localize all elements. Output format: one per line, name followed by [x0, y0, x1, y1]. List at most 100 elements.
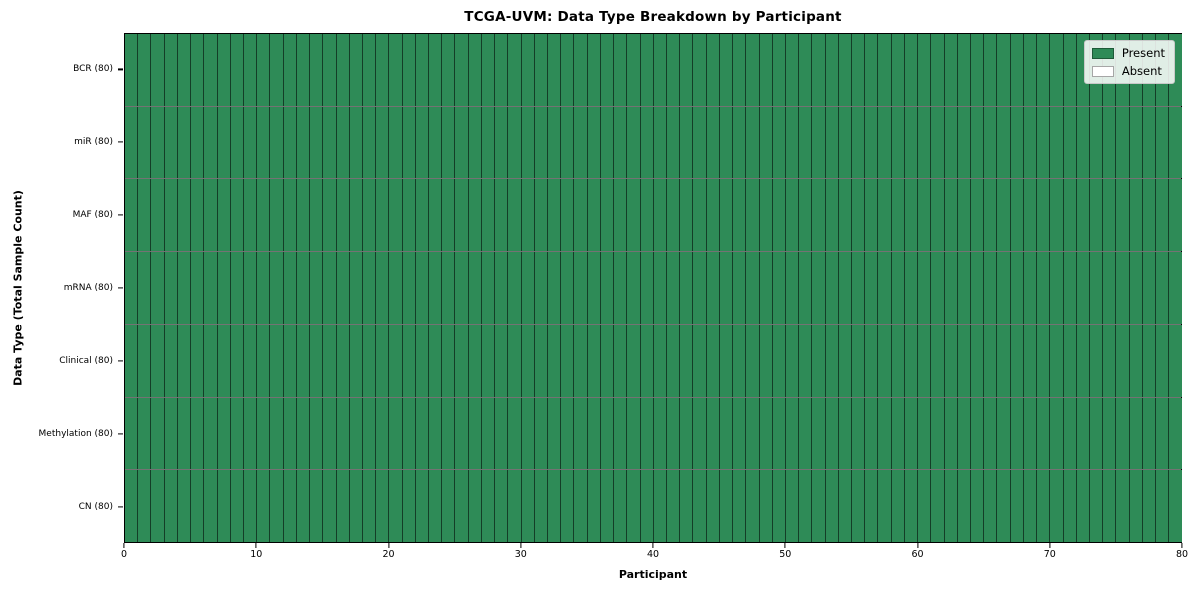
heatmap-cell — [455, 106, 469, 179]
heatmap-cell — [548, 106, 562, 179]
heatmap-cell — [402, 179, 416, 252]
heatmap-cell — [812, 397, 826, 470]
heatmap-cell — [125, 252, 139, 324]
heatmap-cell — [1116, 470, 1130, 543]
heatmap-cell — [852, 397, 866, 470]
heatmap-cell — [627, 470, 641, 543]
heatmap-cell — [587, 179, 601, 252]
heatmap-cell — [825, 252, 839, 324]
y-tick-label-miR: miR (80) — [74, 137, 113, 148]
heatmap-cell — [878, 179, 892, 252]
heatmap-cell — [891, 34, 905, 106]
heatmap-cell — [138, 470, 152, 543]
heatmap-cell — [1142, 252, 1157, 324]
heatmap-cell — [177, 34, 192, 106]
heatmap-cell — [548, 470, 562, 543]
heatmap-cell — [1076, 397, 1090, 470]
heatmap-cell — [600, 106, 615, 179]
x-tick-mark — [255, 543, 257, 548]
heatmap-cell — [865, 34, 879, 106]
x-tick-label-0: 0 — [120, 549, 128, 560]
heatmap-cell — [362, 252, 377, 324]
heatmap-cell — [1076, 106, 1090, 179]
heatmap-cell — [680, 179, 694, 252]
heatmap-cell — [1116, 106, 1130, 179]
heatmap-cell — [984, 324, 998, 397]
heatmap-cell — [1169, 470, 1182, 543]
x-tick-label-80: 80 — [1175, 549, 1189, 560]
heatmap-cell — [217, 470, 231, 543]
heatmap-cell — [376, 324, 390, 397]
heatmap-cell — [468, 106, 482, 179]
heatmap-cell — [151, 34, 165, 106]
heatmap-cell — [984, 106, 998, 179]
absent-swatch-icon — [1091, 65, 1114, 77]
x-tick-mark — [520, 543, 522, 548]
heatmap-cell — [243, 252, 258, 324]
heatmap-cell — [243, 106, 258, 179]
heatmap-cell — [561, 324, 575, 397]
heatmap-cell — [442, 106, 456, 179]
heatmap-cell — [1116, 397, 1130, 470]
heatmap-cell — [971, 34, 985, 106]
x-tick-label-30: 30 — [514, 549, 527, 560]
y-tick-labels: BCR (80) miR (80) MAF (80) mRNA (80) Clinica… — [0, 33, 115, 543]
heatmap-cell — [627, 252, 641, 324]
heatmap-cell — [521, 470, 535, 543]
heatmap-cell — [1156, 324, 1170, 397]
heatmap-cell — [389, 179, 403, 252]
heatmap-cell — [1089, 470, 1104, 543]
heatmap-cell — [389, 397, 403, 470]
heatmap-cell — [455, 252, 469, 324]
heatmap-cell — [1129, 324, 1143, 397]
x-tick-mark — [652, 543, 654, 548]
heatmap-cell — [191, 252, 205, 324]
x-tick-mark — [1049, 543, 1051, 548]
heatmap-cell — [865, 106, 879, 179]
heatmap-cell — [138, 34, 152, 106]
heatmap-cell — [177, 470, 192, 543]
heatmap-cell — [680, 106, 694, 179]
heatmap-cell — [1103, 324, 1117, 397]
heatmap-cell — [1023, 324, 1038, 397]
heatmap-cell — [640, 106, 654, 179]
heatmap-cell — [481, 324, 496, 397]
heatmap-cell — [614, 470, 628, 543]
heatmap-cell — [693, 106, 707, 179]
heatmap-cell — [706, 397, 720, 470]
heatmap-cell — [1010, 106, 1024, 179]
heatmap-cell — [706, 252, 720, 324]
heatmap-cell — [1129, 252, 1143, 324]
heatmap-cell — [402, 324, 416, 397]
heatmap-cell — [785, 179, 800, 252]
x-tick-mark — [1181, 543, 1183, 548]
heatmap-cell — [997, 106, 1011, 179]
legend-item-absent: Absent — [1091, 64, 1165, 78]
heatmap-cell — [257, 324, 271, 397]
heatmap-cell — [349, 106, 363, 179]
heatmap-cell — [812, 179, 826, 252]
heatmap-cell — [825, 397, 839, 470]
heatmap-cell — [891, 324, 905, 397]
heatmap-cell — [944, 252, 958, 324]
heatmap-cell — [534, 397, 548, 470]
heatmap-cell — [283, 179, 297, 252]
heatmap-cell — [495, 252, 509, 324]
heatmap-cell — [217, 34, 231, 106]
heatmap-cell — [746, 397, 760, 470]
heatmap-cell — [1023, 106, 1038, 179]
heatmap-cell — [785, 324, 800, 397]
heatmap-cell — [614, 179, 628, 252]
heatmap-cell — [904, 397, 919, 470]
heatmap-cell — [534, 252, 548, 324]
heatmap-cell — [349, 397, 363, 470]
heatmap-cell — [1023, 34, 1038, 106]
heatmap-cell — [944, 397, 958, 470]
heatmap-cell — [548, 397, 562, 470]
heatmap-cell — [561, 397, 575, 470]
heatmap-cell — [415, 179, 430, 252]
heatmap-cell — [468, 179, 482, 252]
heatmap-cell — [918, 34, 932, 106]
heatmap-cell — [957, 470, 971, 543]
